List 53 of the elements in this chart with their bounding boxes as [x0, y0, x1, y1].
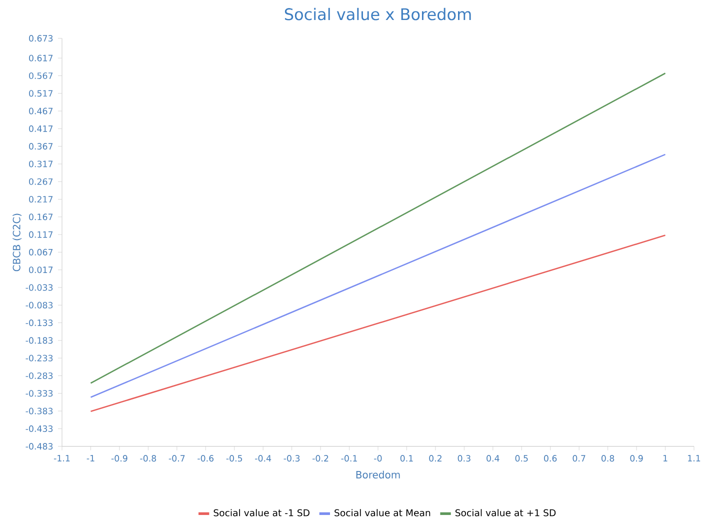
x-tick-label: 1.1	[688, 455, 700, 462]
x-tick-label: 0.9	[630, 455, 643, 462]
x-tick-label: -0.1	[341, 455, 357, 462]
x-tick-label: 0.3	[458, 455, 470, 462]
x-tick-label: -0.2	[312, 455, 328, 462]
y-tick-label: 0.617	[29, 54, 53, 62]
legend-label: Social value at -1 SD	[214, 509, 310, 516]
x-tick-label: -1	[86, 455, 94, 462]
y-tick-label: 0.117	[29, 231, 53, 238]
y-tick-label: -0.033	[26, 284, 53, 291]
legend-label: Social value at Mean	[334, 509, 430, 516]
y-tick-label: -0.183	[26, 337, 53, 344]
x-tick-label: -0.5	[226, 455, 242, 462]
y-axis-title: CBCB (C2C)	[12, 214, 22, 272]
y-tick-label: -0.433	[26, 425, 53, 432]
x-tick-label: 0.7	[572, 455, 586, 462]
x-tick-label: -0.8	[140, 455, 156, 462]
y-tick-label: 0.517	[29, 90, 53, 97]
y-tick-label: 0.267	[29, 178, 53, 185]
y-tick-label: 0.367	[29, 143, 53, 150]
x-tick-label: 0.8	[601, 455, 614, 462]
x-tick-label: 0.1	[400, 455, 413, 462]
x-tick-label: -0.4	[255, 455, 272, 462]
x-tick-label: 0.4	[486, 455, 500, 462]
x-tick-label: -0.3	[284, 455, 300, 462]
y-tick-label: 0.017	[29, 266, 53, 274]
y-tick-label: 0.217	[29, 196, 53, 203]
x-tick-label: -0	[374, 455, 382, 462]
x-tick-label: 0.5	[515, 455, 528, 462]
legend-label: Social value at +1 SD	[455, 509, 556, 516]
chart-title: Social value x Boredom	[284, 8, 471, 20]
y-tick-label: 0.167	[29, 214, 53, 220]
y-tick-label: -0.083	[26, 302, 53, 308]
y-tick-label: -0.333	[26, 390, 53, 397]
y-tick-label: 0.673	[29, 35, 53, 42]
x-axis-title: Boredom	[356, 470, 400, 478]
x-tick-label: 0.6	[544, 455, 557, 462]
y-tick-label: 0.067	[29, 248, 53, 256]
x-tick-label: 0.2	[429, 455, 442, 462]
y-tick-label: -0.383	[26, 408, 53, 414]
y-tick-label: 0.467	[29, 108, 53, 114]
x-tick-label: -0.7	[168, 455, 185, 462]
x-tick-label: 1	[663, 455, 668, 462]
x-tick-label: -0.6	[198, 455, 214, 462]
y-tick-label: -0.233	[26, 354, 53, 362]
y-tick-label: -0.283	[26, 372, 53, 380]
y-tick-label: -0.133	[26, 320, 53, 326]
x-tick-label: -0.9	[111, 455, 128, 462]
y-tick-label: 0.317	[29, 160, 53, 168]
y-tick-label: -0.483	[26, 443, 53, 450]
x-tick-label: -1.1	[54, 455, 70, 462]
y-tick-label: 0.417	[29, 125, 53, 132]
y-tick-label: 0.567	[29, 72, 53, 80]
